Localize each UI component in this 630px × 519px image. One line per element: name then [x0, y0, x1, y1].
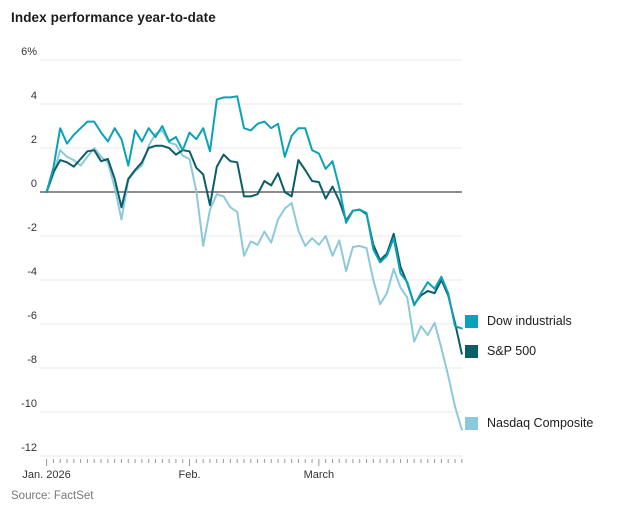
x-ticks	[46, 459, 463, 466]
chart-title: Index performance year-to-date	[11, 10, 216, 25]
legend-item-sp-500: S&P 500	[465, 345, 536, 358]
legend-item-nasdaq-composite: Nasdaq Composite	[465, 417, 593, 430]
svg-text:6%: 6%	[21, 46, 37, 58]
series-line-dow-industrials	[45, 95, 463, 330]
svg-text:-12: -12	[21, 442, 37, 454]
series-line-s-p-500	[45, 144, 463, 355]
svg-text:-8: -8	[27, 354, 37, 366]
x-month-labels: Jan. 2026 Feb. March	[22, 469, 334, 481]
source-note: Source: FactSet	[11, 490, 94, 502]
legend-swatch-nasdaq-composite	[465, 417, 478, 430]
svg-text:Feb.: Feb.	[179, 469, 201, 481]
legend-item-dow-industrials: Dow industrials	[465, 315, 572, 328]
svg-text:-4: -4	[27, 266, 37, 278]
svg-text:-6: -6	[27, 310, 37, 322]
svg-text:2: 2	[31, 134, 37, 146]
legend-swatch-sp-500	[465, 345, 478, 358]
legend-swatch-dow-industrials	[465, 315, 478, 328]
svg-text:-10: -10	[21, 398, 37, 410]
legend-label-dow-industrials: Dow industrials	[487, 314, 572, 328]
svg-text:March: March	[304, 469, 335, 481]
svg-text:Jan. 2026: Jan. 2026	[22, 469, 70, 481]
legend-label-nasdaq-composite: Nasdaq Composite	[487, 416, 594, 430]
y-gridlines	[40, 59, 462, 457]
svg-text:-2: -2	[27, 222, 37, 234]
series-line-nasdaq-composite	[45, 129, 463, 431]
svg-text:0: 0	[31, 178, 37, 190]
y-tick-labels: 6% 4 2 0 -2 -4 -6 -8 -10 -12	[21, 46, 37, 454]
svg-text:4: 4	[31, 90, 37, 102]
legend-label-sp-500: S&P 500	[487, 344, 537, 358]
